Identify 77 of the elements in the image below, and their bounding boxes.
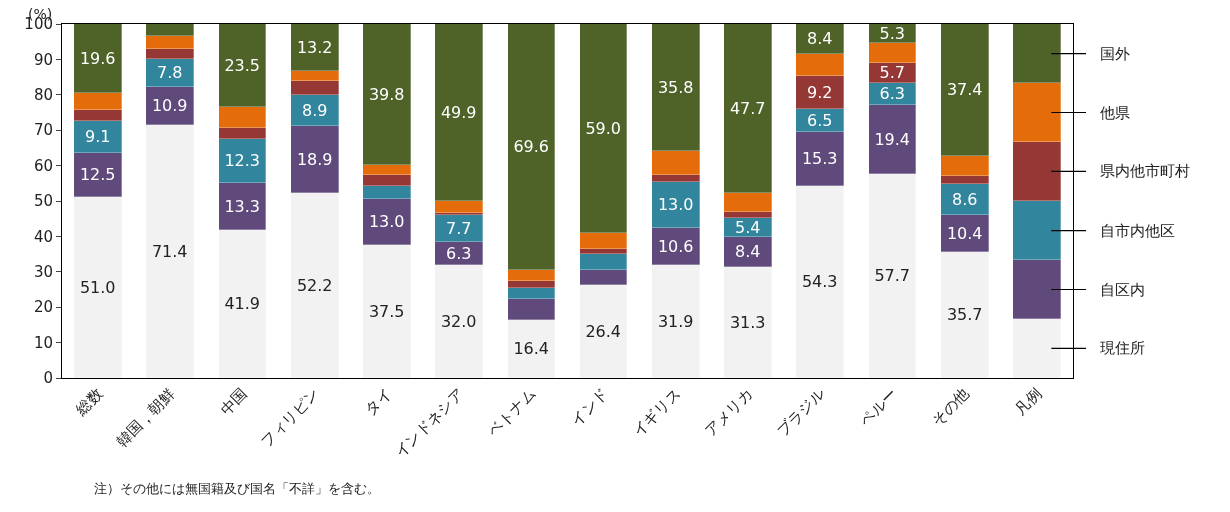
data-label: 31.9: [657, 311, 694, 331]
data-label: 18.9: [296, 149, 333, 169]
data-label: 35.7: [946, 305, 983, 325]
text: 県内他市町村: [1100, 162, 1190, 180]
data-label: 39.8: [368, 84, 405, 104]
y-tick-label: 40: [33, 227, 53, 246]
x-tick-label: 凡例: [1011, 384, 1046, 419]
x-tick-label: ブラジル: [773, 384, 829, 441]
data-label: 10.9: [151, 96, 188, 116]
y-tick-label: 30: [33, 263, 53, 282]
data-label: 9.2: [806, 82, 833, 102]
data-label: 6.3: [879, 84, 905, 104]
data-label: 16.4: [513, 339, 550, 359]
x-tick-label: 韓国，朝鮮: [112, 384, 179, 451]
x-tick-label: フィリピン: [257, 384, 323, 451]
data-label: 37.5: [368, 301, 405, 321]
data-label: 8.6: [951, 189, 978, 209]
y-tick-label: 50: [33, 192, 53, 211]
data-label: 7.7: [445, 218, 472, 238]
data-label: 32.0: [440, 311, 477, 331]
x-tick-label: ベトナム: [484, 384, 540, 441]
x-tick-label: イギリス: [628, 384, 684, 441]
data-label: 47.7: [729, 98, 766, 118]
data-label: 19.4: [874, 129, 911, 149]
data-label: 6.3: [445, 243, 472, 263]
text: 注）その他には無国籍及び国名「不詳」を含む。: [94, 481, 380, 496]
data-label: 23.5: [224, 55, 261, 75]
x-tick-label: ペルー: [856, 384, 901, 430]
data-label: 5.3: [879, 23, 905, 43]
data-label: 13.0: [368, 212, 405, 232]
data-label: 49.9: [440, 102, 477, 122]
data-label: 41.9: [224, 294, 261, 314]
data-label: 15.3: [801, 149, 838, 169]
data-label: 8.4: [806, 29, 833, 49]
data-label: 26.4: [585, 321, 622, 341]
x-tick-label: アメリカ: [701, 384, 757, 441]
data-label: 7.8: [156, 63, 183, 83]
data-label: 57.7: [874, 266, 911, 286]
x-tick-label: その他: [928, 384, 973, 430]
data-label: 8.4: [734, 242, 761, 262]
data-label: 13.2: [296, 37, 333, 57]
y-tick-label: 10: [33, 333, 53, 352]
data-label: 35.8: [657, 77, 694, 97]
text: 他県: [1100, 104, 1130, 122]
y-tick-label: 90: [33, 50, 53, 69]
x-tick-label: インド: [567, 384, 612, 430]
text: 国外: [1100, 45, 1130, 63]
data-label: 5.7: [879, 63, 905, 83]
data-label: 5.4: [734, 217, 761, 237]
data-label: 12.3: [224, 151, 261, 171]
data-label: 37.4: [946, 80, 983, 100]
data-label: 52.2: [296, 275, 333, 295]
data-label: 6.5: [806, 110, 833, 130]
data-label: 9.1: [84, 127, 111, 147]
y-tick-label: 60: [33, 156, 53, 175]
data-label: 13.3: [224, 196, 261, 216]
text: 現住所: [1100, 339, 1145, 357]
data-label: 69.6: [513, 137, 550, 157]
data-label: 51.0: [79, 277, 116, 297]
y-tick-label: 80: [33, 86, 53, 105]
data-label: 8.9: [301, 100, 328, 120]
x-tick-label: 中国: [216, 384, 251, 419]
data-label: 71.4: [151, 241, 188, 261]
text: 自区内: [1100, 281, 1145, 299]
x-tick-label: 総数: [71, 384, 107, 420]
data-label: 10.4: [946, 223, 983, 243]
data-label: 19.6: [79, 48, 116, 68]
data-label: 59.0: [585, 118, 622, 138]
y-tick-label: 70: [33, 121, 53, 140]
y-tick-label: 20: [33, 298, 53, 317]
data-label: 31.3: [729, 312, 766, 332]
data-label: 10.6: [657, 236, 694, 256]
data-label: 13.0: [657, 195, 694, 215]
data-label: 54.3: [801, 272, 838, 292]
y-tick-label: 0: [43, 369, 53, 388]
text: 自市内他区: [1100, 222, 1175, 240]
data-label: 12.5: [79, 165, 116, 185]
